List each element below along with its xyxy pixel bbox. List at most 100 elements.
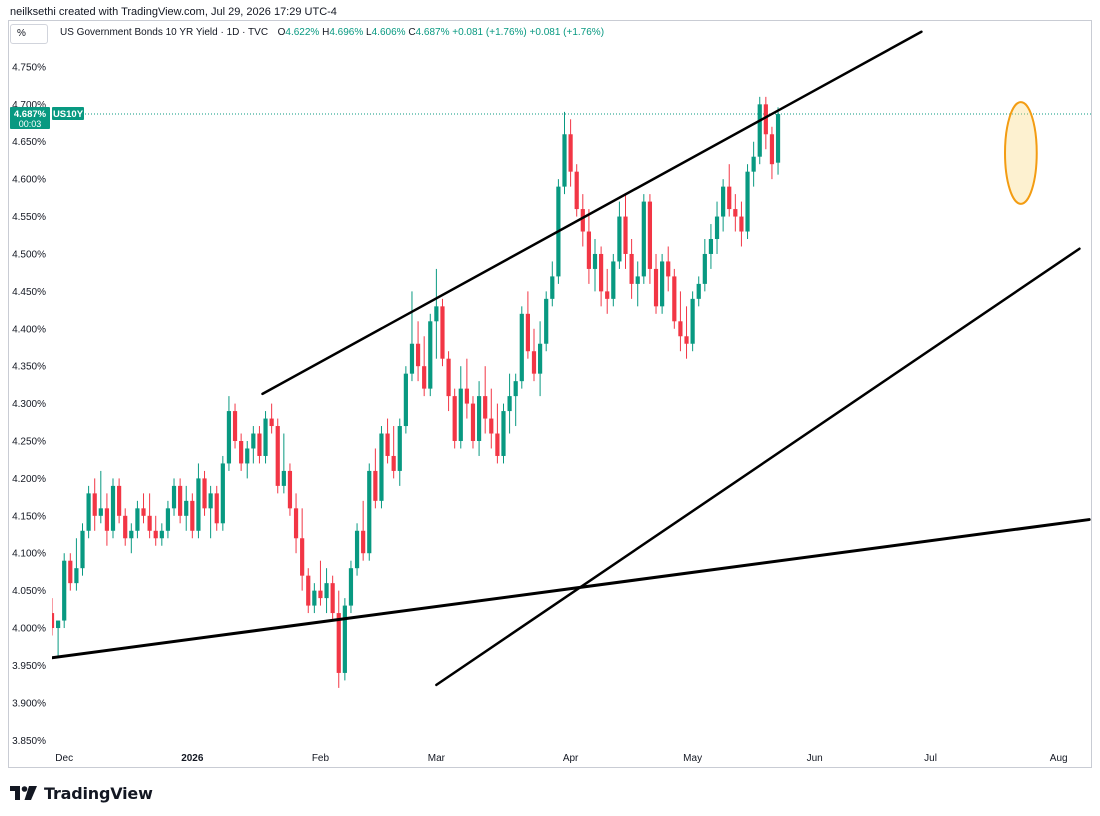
x-tick-label: May xyxy=(683,753,702,764)
legend-open-label: O xyxy=(277,27,286,38)
candle-body xyxy=(367,470,372,554)
candle-body xyxy=(263,418,268,456)
candle-body xyxy=(775,114,781,163)
candle-body xyxy=(318,590,323,599)
legend-high-label: H xyxy=(322,27,330,38)
candle-body xyxy=(385,433,390,456)
candle-body xyxy=(251,433,256,449)
symbol-legend: US Government Bonds 10 YR Yield · 1D · T… xyxy=(60,27,604,38)
candle-body xyxy=(501,411,506,456)
candle-body xyxy=(519,313,524,382)
candle-body xyxy=(544,298,549,344)
tradingview-logo[interactable]: TradingView xyxy=(10,782,153,804)
candle-body xyxy=(80,530,85,569)
percent-scale-button[interactable]: % xyxy=(10,24,48,44)
candle-body xyxy=(348,568,354,606)
candle-body xyxy=(733,209,738,217)
candle-body xyxy=(434,306,439,322)
candle-body xyxy=(324,583,329,599)
candle-body xyxy=(647,201,653,269)
legend-close-label: C xyxy=(408,27,416,38)
candle-body xyxy=(336,613,341,673)
candle-body xyxy=(379,433,384,501)
candle-body xyxy=(287,470,293,509)
legend-low-label: L xyxy=(366,27,372,38)
candle-body xyxy=(611,261,616,299)
candle-body xyxy=(641,201,646,277)
x-tick-label: Apr xyxy=(563,753,579,764)
candle-body xyxy=(300,538,305,576)
candle-body xyxy=(751,156,756,172)
candle-body xyxy=(489,418,494,434)
ticker-tag-label: US10Y xyxy=(53,109,84,120)
candle-body xyxy=(52,613,55,629)
trendline xyxy=(52,518,1091,660)
legend-change-percent: +0.081 (+1.76%) xyxy=(529,27,605,38)
tradingview-logo-text: TradingView xyxy=(44,783,153,803)
legend-symbol[interactable]: US Government Bonds 10 YR Yield · 1D · T… xyxy=(60,27,269,38)
candle-body xyxy=(568,134,573,172)
candle-body xyxy=(354,530,360,569)
legend-low-value: 4.606% xyxy=(371,27,406,38)
tradingview-logo-icon xyxy=(10,786,37,800)
y-tick-label: 4.250% xyxy=(12,437,46,448)
candle-body xyxy=(391,455,396,471)
candle-body xyxy=(104,508,110,531)
x-tick-label: Jun xyxy=(807,753,823,764)
candle-body xyxy=(599,253,604,292)
candle-body xyxy=(68,560,73,584)
candle-body xyxy=(56,620,61,629)
candle-body xyxy=(98,508,103,516)
candle-body xyxy=(629,253,634,284)
candle-body xyxy=(257,433,262,456)
candle-body xyxy=(605,291,610,299)
y-tick-label: 4.600% xyxy=(12,175,46,186)
candle-body xyxy=(403,373,408,427)
candle-body xyxy=(513,381,518,397)
candle-body xyxy=(525,313,530,352)
candle-body xyxy=(580,209,585,232)
candle-body xyxy=(422,366,427,389)
candle-body xyxy=(745,171,750,232)
candle-body xyxy=(757,104,762,157)
candle-body xyxy=(623,216,628,254)
candle-body xyxy=(141,508,146,516)
candle-body xyxy=(550,276,555,299)
candlestick-chart[interactable]: 3.850% 3.900% 3.950% 4.000% 4.050% 4.100% 4.15… xyxy=(0,0,1100,780)
candle-body xyxy=(495,433,500,456)
candle-body xyxy=(574,171,579,210)
candle-body xyxy=(92,493,97,516)
candle-body xyxy=(184,500,189,516)
y-tick-label: 3.900% xyxy=(12,698,46,709)
candle-body xyxy=(269,418,274,427)
y-tick-label: 4.750% xyxy=(12,62,46,73)
candle-body xyxy=(690,298,695,344)
y-tick-label: 3.850% xyxy=(12,736,46,747)
candle-body xyxy=(129,530,134,539)
candle-body xyxy=(428,321,433,389)
x-tick-label: Jul xyxy=(924,753,937,764)
trendline xyxy=(261,30,923,396)
y-tick-label: 4.300% xyxy=(12,399,46,410)
candle-body xyxy=(446,358,451,397)
trendline xyxy=(435,247,1081,687)
candle-body xyxy=(464,388,469,404)
candle-body xyxy=(483,396,488,419)
y-tick-label: 4.050% xyxy=(12,586,46,597)
candle-body xyxy=(74,568,79,584)
candle-body xyxy=(135,508,140,531)
candle-body xyxy=(62,560,67,621)
x-tick-label: Dec xyxy=(55,753,73,764)
candle-body xyxy=(672,276,677,322)
candle-body xyxy=(202,478,207,509)
candle-body xyxy=(275,426,280,486)
candle-body xyxy=(178,485,183,516)
candle-body xyxy=(208,493,213,509)
candle-body xyxy=(653,268,659,307)
candle-body xyxy=(531,351,537,374)
candle-body xyxy=(190,500,195,531)
candle-body xyxy=(361,530,366,554)
chart-credit: neilksethi created with TradingView.com,… xyxy=(10,6,337,18)
candle-body xyxy=(562,134,567,187)
legend-open-value: 4.622% xyxy=(285,27,320,38)
